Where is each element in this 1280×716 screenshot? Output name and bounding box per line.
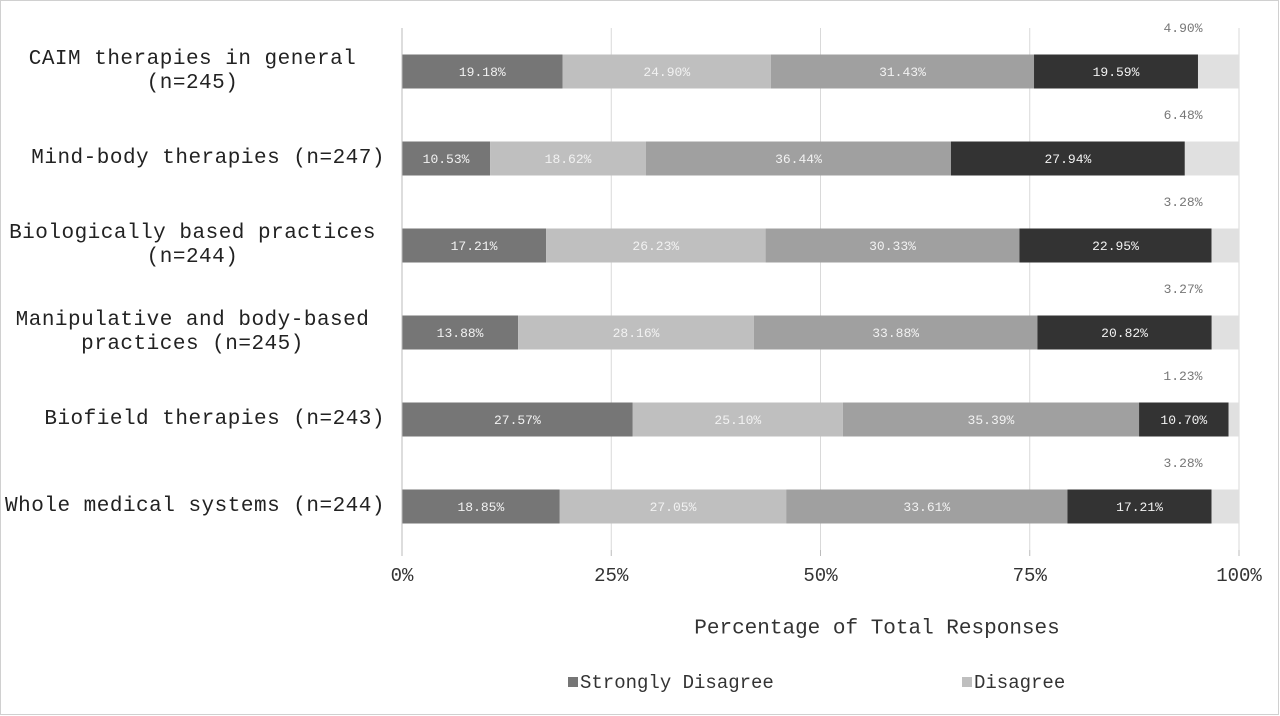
value-label: 3.28% bbox=[1163, 195, 1202, 210]
bar-segment bbox=[402, 489, 560, 524]
bar-segment bbox=[402, 315, 519, 350]
bar-segment bbox=[559, 489, 787, 524]
bar-segment bbox=[490, 141, 646, 176]
category-label-box: Biologically based practices (n=244) bbox=[0, 216, 385, 276]
value-label: 3.27% bbox=[1164, 282, 1203, 297]
x-tick-label: 75% bbox=[1013, 565, 1048, 587]
bar-segment bbox=[1019, 228, 1212, 263]
value-label: 20.82% bbox=[1101, 326, 1148, 341]
x-tick-label: 100% bbox=[1216, 565, 1262, 587]
value-label: 35.39% bbox=[968, 413, 1015, 428]
bar-segment bbox=[402, 402, 633, 437]
y-tick-label: Mind-body therapies (n=247) bbox=[31, 146, 385, 170]
legend-label: Strongly Disagree bbox=[580, 672, 774, 694]
bar-segment bbox=[765, 228, 1020, 263]
value-label: 33.88% bbox=[872, 326, 919, 341]
bar-segment bbox=[1184, 141, 1240, 176]
value-label: 17.21% bbox=[451, 239, 498, 254]
bar-segment bbox=[1034, 54, 1198, 89]
category-label-box: Mind-body therapies (n=247) bbox=[0, 129, 385, 189]
value-label: 27.94% bbox=[1045, 152, 1092, 167]
value-label: 17.21% bbox=[1116, 500, 1163, 515]
value-label: 36.44% bbox=[775, 152, 822, 167]
value-label: 22.95% bbox=[1092, 239, 1139, 254]
bar-segment bbox=[546, 228, 766, 263]
value-label: 10.53% bbox=[423, 152, 470, 167]
bar-segment bbox=[1211, 315, 1240, 350]
bar-segment bbox=[753, 315, 1038, 350]
y-tick-label: Biofield therapies (n=243) bbox=[44, 407, 385, 431]
category-label-box: Biofield therapies (n=243) bbox=[0, 390, 385, 450]
legend-label: Disagree bbox=[974, 672, 1065, 694]
y-tick-label: CAIM therapies in general (n=245) bbox=[28, 47, 357, 95]
value-label: 19.18% bbox=[459, 65, 506, 80]
category-label-box: Manipulative and body-based practices (n… bbox=[0, 303, 385, 363]
bar-segment bbox=[518, 315, 754, 350]
bar-segment bbox=[632, 402, 843, 437]
value-label: 27.05% bbox=[650, 500, 697, 515]
value-label: 18.85% bbox=[457, 500, 504, 515]
value-label: 10.70% bbox=[1160, 413, 1207, 428]
bar-segment bbox=[1211, 228, 1239, 263]
value-label: 26.23% bbox=[632, 239, 679, 254]
value-label: 1.23% bbox=[1163, 369, 1202, 384]
category-label-box: Whole medical systems (n=244) bbox=[0, 477, 385, 537]
value-label: 18.62% bbox=[545, 152, 592, 167]
x-axis-title: Percentage of Total Responses bbox=[694, 618, 1059, 641]
value-label: 31.43% bbox=[879, 65, 926, 80]
bar-segment bbox=[402, 228, 547, 263]
y-tick-label: Biologically based practices (n=244) bbox=[9, 221, 376, 269]
bar-segment bbox=[562, 54, 771, 89]
bar-segment bbox=[1228, 402, 1239, 437]
x-tick-label: 0% bbox=[391, 565, 414, 587]
y-tick-label: Manipulative and body-based practices (n… bbox=[15, 308, 370, 356]
bar-segment bbox=[786, 489, 1068, 524]
value-label: 33.61% bbox=[903, 500, 950, 515]
x-tick-label: 25% bbox=[594, 565, 629, 587]
value-label: 24.90% bbox=[643, 65, 690, 80]
legend-swatch bbox=[962, 677, 972, 687]
bar-segment bbox=[842, 402, 1140, 437]
bar-segment bbox=[645, 141, 951, 176]
bar-segment bbox=[1037, 315, 1212, 350]
value-label: 13.88% bbox=[437, 326, 484, 341]
bar-segment bbox=[1139, 402, 1229, 437]
bar-segment bbox=[950, 141, 1185, 176]
bar-segment bbox=[1067, 489, 1212, 524]
value-label: 19.59% bbox=[1093, 65, 1140, 80]
value-label: 4.90% bbox=[1163, 21, 1202, 36]
x-tick-label: 50% bbox=[803, 565, 838, 587]
y-tick-label: Whole medical systems (n=244) bbox=[5, 494, 385, 518]
value-label: 6.48% bbox=[1164, 108, 1203, 123]
legend-swatch bbox=[568, 677, 578, 687]
value-label: 3.28% bbox=[1163, 456, 1202, 471]
bar-segment bbox=[1197, 54, 1239, 89]
value-label: 27.57% bbox=[494, 413, 541, 428]
bar-segment bbox=[402, 141, 491, 176]
value-label: 25.10% bbox=[714, 413, 761, 428]
bar-segment bbox=[402, 54, 563, 89]
value-label: 30.33% bbox=[869, 239, 916, 254]
bar-segment bbox=[770, 54, 1035, 89]
category-label-box: CAIM therapies in general (n=245) bbox=[0, 42, 385, 102]
value-label: 28.16% bbox=[613, 326, 660, 341]
bar-segment bbox=[1211, 489, 1239, 524]
